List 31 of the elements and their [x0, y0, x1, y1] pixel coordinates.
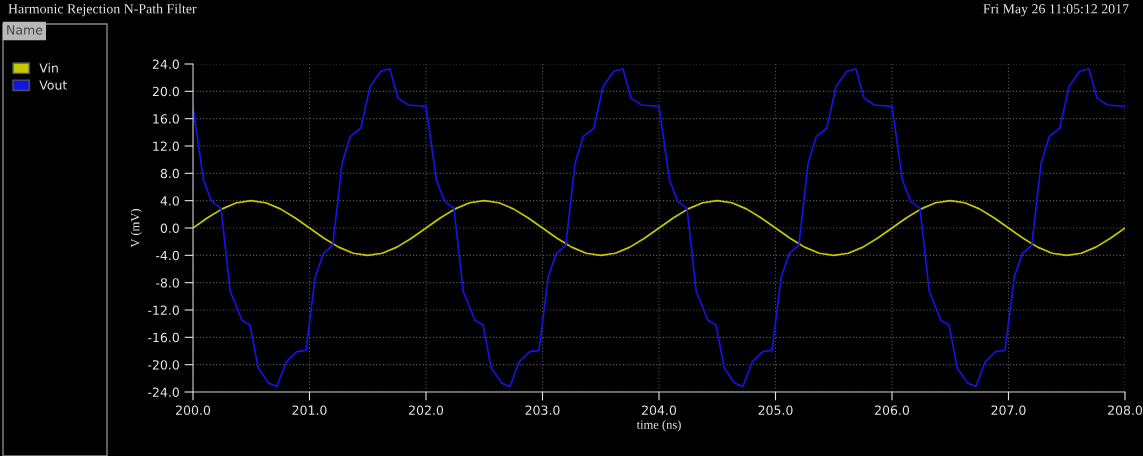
text: Name: [7, 25, 43, 35]
y-axis-title: V (mV): [130, 209, 142, 248]
legend-label: Vout: [39, 80, 67, 90]
y-tick-label: 16.0: [153, 114, 179, 124]
y-tick-label: 4.0: [160, 196, 179, 206]
y-tick-label: -4.0: [156, 250, 179, 261]
line-series: [193, 67, 1125, 388]
y-tick-label: 24.0: [152, 59, 179, 69]
x-tick-label: 200.0: [176, 405, 211, 415]
y-tick-label: -24.0: [148, 387, 179, 397]
x-tick-label: 208.0: [1108, 405, 1143, 415]
chart-title: Harmonic Rejection N-Path Filter: [8, 3, 197, 17]
y-tick-label: -20.0: [148, 360, 179, 370]
x-tick-label: 204.0: [642, 405, 677, 415]
x-axis-title: time (ns): [636, 420, 681, 432]
y-tick-label: -12.0: [148, 305, 179, 315]
x-tick-label: 201.0: [292, 405, 327, 415]
text: Fri May 26 11:05:12 2017: [983, 4, 1129, 17]
y-tick-label: -8.0: [156, 278, 179, 288]
line-series: [193, 199, 1125, 257]
y-tick-label: 0.0: [160, 223, 179, 233]
x-tick-label: 202.0: [409, 405, 444, 415]
x-tick-label: 205.0: [758, 405, 793, 415]
y-tick-label: 12.0: [153, 141, 179, 151]
x-tick-label: 207.0: [991, 405, 1026, 415]
y-tick-label: 8.0: [160, 168, 179, 179]
x-tick-label: 206.0: [875, 405, 910, 415]
y-tick-label: 20.0: [152, 86, 179, 97]
x-tick-label: 203.0: [525, 405, 560, 415]
y-tick-label: -16.0: [148, 332, 179, 343]
legend-label: Vin: [39, 63, 58, 73]
